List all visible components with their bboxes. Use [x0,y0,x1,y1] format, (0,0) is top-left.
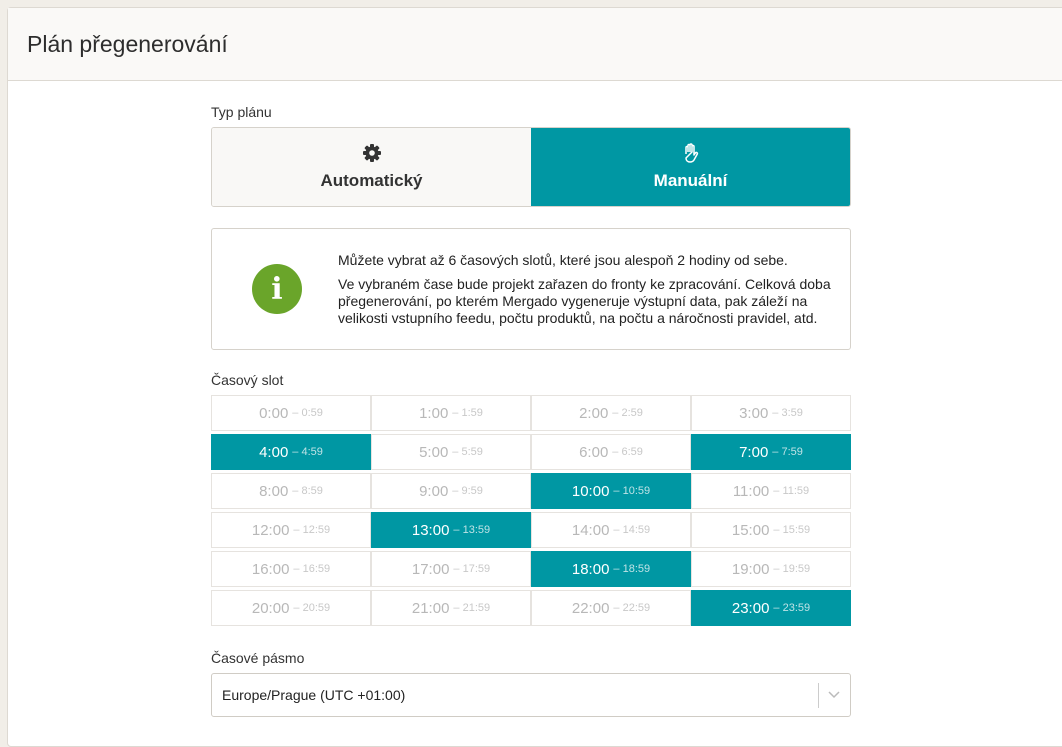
slot-end: – 2:59 [612,407,643,419]
slot-start: 3:00 [739,404,769,422]
slot-start: 17:00 [411,560,450,578]
slot-start: 10:00 [571,482,610,500]
slot-end: – 18:59 [613,563,651,575]
time-slot[interactable]: 18:00– 18:59 [531,551,691,587]
slot-start: 5:00 [419,443,449,461]
slot-end: – 9:59 [452,485,483,497]
time-slot[interactable]: 23:00– 23:59 [691,590,851,626]
slot-end: – 16:59 [293,563,331,575]
time-slot[interactable]: 17:00– 17:59 [371,551,531,587]
hand-icon [684,143,698,163]
slot-end: – 12:59 [293,524,331,536]
slot-end: – 11:59 [773,485,810,497]
time-slot[interactable]: 6:00– 6:59 [531,434,691,470]
time-slot[interactable]: 22:00– 22:59 [531,590,691,626]
time-slot[interactable]: 2:00– 2:59 [531,395,691,431]
timezone-select[interactable]: Europe/Prague (UTC +01:00) [211,673,851,717]
slot-end: – 5:59 [452,446,483,458]
time-slot[interactable]: 10:00– 10:59 [531,473,691,509]
time-slot[interactable]: 20:00– 20:59 [211,590,371,626]
slot-start: 6:00 [579,443,609,461]
slot-end: – 7:59 [772,446,803,458]
time-slot[interactable]: 7:00– 7:59 [691,434,851,470]
slot-start: 19:00 [731,560,770,578]
slot-start: 4:00 [259,443,289,461]
time-slot[interactable]: 11:00– 11:59 [691,473,851,509]
slot-start: 1:00 [419,404,449,422]
slot-end: – 13:59 [453,524,491,536]
slot-start: 14:00 [571,521,610,539]
time-slot[interactable]: 5:00– 5:59 [371,434,531,470]
slot-end: – 20:59 [293,602,331,614]
time-slot[interactable]: 16:00– 16:59 [211,551,371,587]
slot-end: – 17:59 [453,563,491,575]
slot-end: – 1:59 [452,407,483,419]
slot-end: – 15:59 [773,524,811,536]
timezone-value: Europe/Prague (UTC +01:00) [222,687,406,703]
time-slot[interactable]: 1:00– 1:59 [371,395,531,431]
time-slot[interactable]: 4:00– 4:59 [211,434,371,470]
plan-type-manual[interactable]: Manuální [531,128,850,206]
select-divider [818,683,819,708]
time-slot-label: Časový slot [211,372,284,388]
time-slot-grid: 0:00– 0:59 1:00– 1:59 2:00– 2:59 3:00– 3:59… [211,395,851,626]
slot-start: 21:00 [411,599,450,617]
slot-start: 20:00 [251,599,290,617]
slot-end: – 22:59 [613,602,651,614]
time-slot[interactable]: 19:00– 19:59 [691,551,851,587]
slot-end: – 3:59 [772,407,803,419]
plan-type-automatic-label: Automatický [320,171,423,190]
info-line-2: Ve vybraném čase bude projekt zařazen do… [338,275,831,326]
slot-start: 8:00 [259,482,289,500]
time-slot[interactable]: 3:00– 3:59 [691,395,851,431]
plan-type-automatic[interactable]: Automatický [212,128,531,206]
gear-icon [362,144,381,162]
chevron-down-icon[interactable] [827,687,841,701]
slot-start: 9:00 [419,482,449,500]
slot-start: 13:00 [411,521,450,539]
slot-start: 2:00 [579,404,609,422]
slot-end: – 23:59 [773,602,811,614]
slot-start: 12:00 [251,521,290,539]
time-slot[interactable]: 13:00– 13:59 [371,512,531,548]
info-line-1: Můžete vybrat až 6 časových slotů, které… [338,251,788,268]
slot-start: 15:00 [731,521,770,539]
slot-end: – 6:59 [612,446,643,458]
plan-type-toggle: Automatický Manuální [211,127,851,207]
slot-start: 23:00 [731,599,770,617]
slot-end: – 21:59 [453,602,491,614]
time-slot[interactable]: 0:00– 0:59 [211,395,371,431]
schedule-card: Plán přegenerování Typ plánu Automatický… [7,7,1062,747]
slot-end: – 4:59 [292,446,323,458]
slot-start: 22:00 [571,599,610,617]
time-slot[interactable]: 8:00– 8:59 [211,473,371,509]
slot-start: 11:00 [732,482,770,500]
slot-end: – 19:59 [773,563,811,575]
slot-start: 18:00 [571,560,610,578]
plan-type-label: Typ plánu [211,104,272,120]
form: Typ plánu Automatický Manuální i Můžete … [211,104,851,717]
info-box: i Můžete vybrat až 6 časových slotů, kte… [211,228,851,350]
time-slot[interactable]: 12:00– 12:59 [211,512,371,548]
slot-end: – 10:59 [613,485,651,497]
slot-start: 0:00 [259,404,289,422]
slot-end: – 0:59 [292,407,323,419]
time-slot[interactable]: 14:00– 14:59 [531,512,691,548]
slot-start: 16:00 [251,560,290,578]
card-header: Plán přegenerování [8,8,1062,81]
time-slot[interactable]: 9:00– 9:59 [371,473,531,509]
slot-end: – 14:59 [613,524,651,536]
timezone-label: Časové pásmo [211,650,305,666]
info-icon: i [252,264,302,314]
plan-type-manual-label: Manuální [653,171,728,190]
slot-end: – 8:59 [292,485,323,497]
time-slot[interactable]: 15:00– 15:59 [691,512,851,548]
slot-start: 7:00 [739,443,769,461]
time-slot[interactable]: 21:00– 21:59 [371,590,531,626]
page-title: Plán přegenerování [27,30,228,57]
